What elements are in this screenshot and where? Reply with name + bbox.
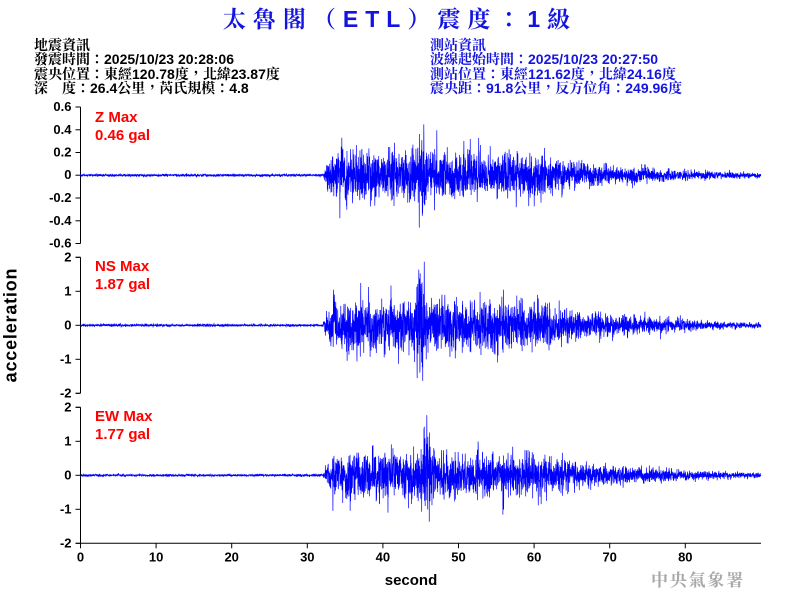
svg-text:30: 30 <box>300 549 314 564</box>
svg-text:0: 0 <box>64 167 71 182</box>
svg-text:40: 40 <box>376 549 390 564</box>
svg-text:1.87 gal: 1.87 gal <box>95 276 150 293</box>
svg-text:70: 70 <box>602 549 616 564</box>
svg-text:2: 2 <box>64 399 71 414</box>
svg-text:10: 10 <box>149 549 163 564</box>
svg-text:1: 1 <box>64 283 71 298</box>
svg-text:0.46 gal: 0.46 gal <box>95 127 150 144</box>
svg-text:-0.6: -0.6 <box>49 236 71 251</box>
svg-text:-2: -2 <box>60 385 72 400</box>
svg-text:2: 2 <box>64 249 71 264</box>
svg-text:1: 1 <box>64 433 71 448</box>
svg-text:0: 0 <box>64 467 71 482</box>
svg-text:-2: -2 <box>60 535 72 550</box>
svg-text:-0.4: -0.4 <box>49 213 72 228</box>
svg-text:60: 60 <box>527 549 541 564</box>
svg-text:-0.2: -0.2 <box>49 190 71 205</box>
svg-text:20: 20 <box>224 549 238 564</box>
svg-text:Z Max: Z Max <box>95 109 138 126</box>
svg-text:-1: -1 <box>60 501 72 516</box>
svg-text:NS Max: NS Max <box>95 258 150 275</box>
svg-text:50: 50 <box>451 549 465 564</box>
svg-text:0: 0 <box>77 549 84 564</box>
svg-text:0.6: 0.6 <box>53 99 71 114</box>
svg-text:0: 0 <box>64 317 71 332</box>
svg-text:80: 80 <box>678 549 692 564</box>
svg-text:0.4: 0.4 <box>53 122 72 137</box>
svg-text:EW Max: EW Max <box>95 408 153 425</box>
svg-text:1.77 gal: 1.77 gal <box>95 426 150 443</box>
svg-text:0.2: 0.2 <box>53 145 71 160</box>
svg-text:-1: -1 <box>60 351 72 366</box>
